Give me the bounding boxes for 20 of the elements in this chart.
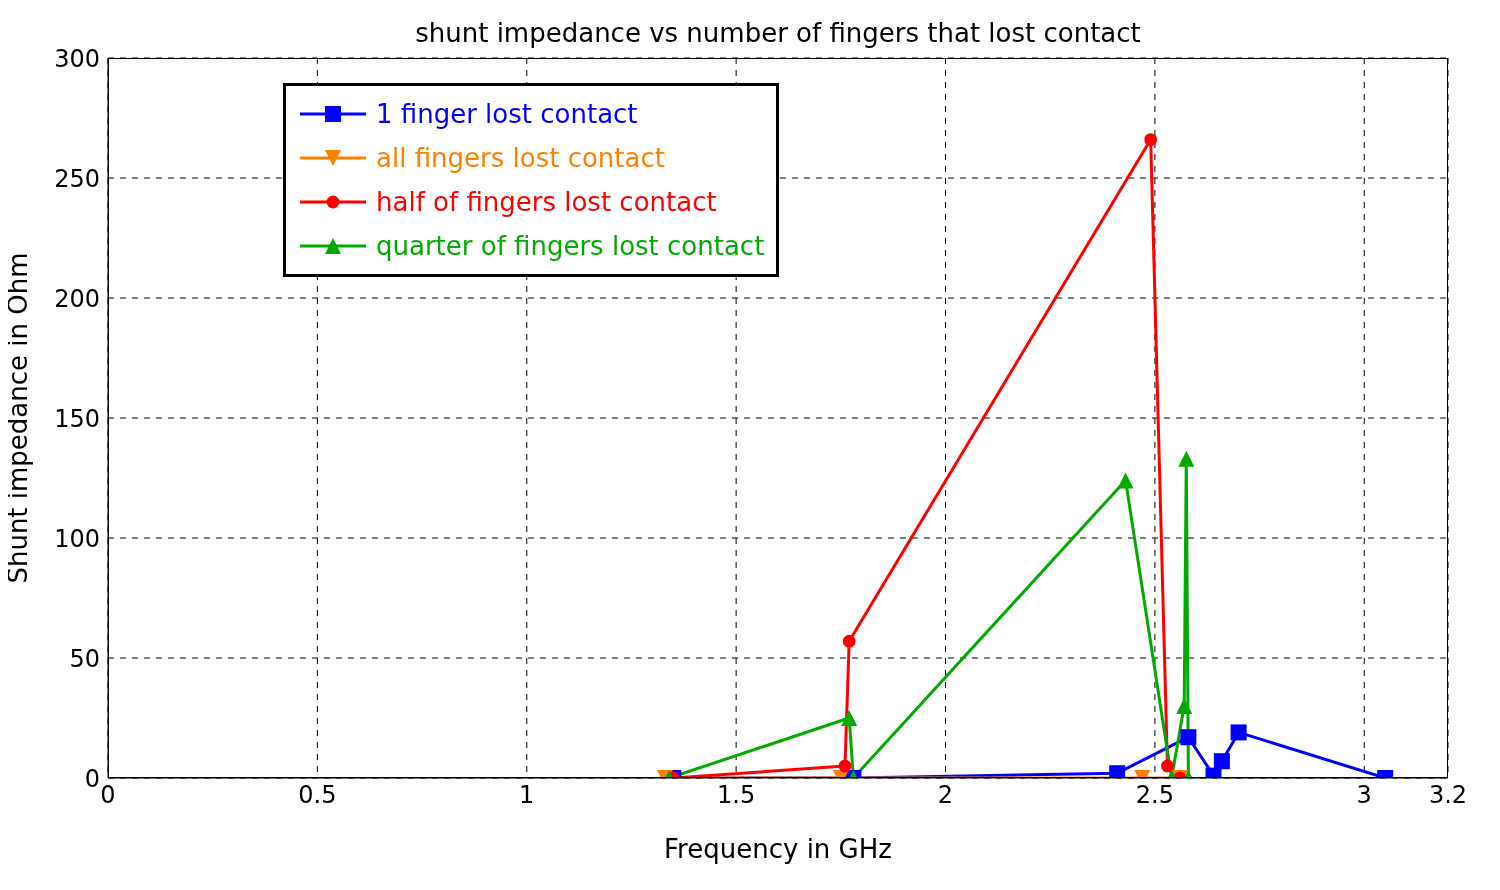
y-tick-label: 50 <box>69 644 100 673</box>
x-tick-label: 2 <box>937 781 954 810</box>
y-tick-label: 300 <box>54 44 100 73</box>
x-axis-title: Frequency in GHz <box>664 834 892 864</box>
x-tick-label: 1.5 <box>717 781 756 810</box>
legend-label: half of fingers lost contact <box>376 187 717 217</box>
y-tick-label: 150 <box>54 404 100 433</box>
chart-title: shunt impedance vs number of fingers that lost contact <box>414 18 1142 48</box>
x-tick-label: 3 <box>1356 781 1372 810</box>
x-tick-label: 1 <box>519 781 535 810</box>
legend-label: quarter of fingers lost contact <box>376 231 765 261</box>
x-tick-label: 0.5 <box>298 781 337 810</box>
y-tick-label: 100 <box>54 524 100 553</box>
y-tick-label: 250 <box>54 164 100 193</box>
y-axis-title: Shunt impedance in Ohm <box>3 252 34 584</box>
y-tick-label: 200 <box>54 284 100 313</box>
legend-label: 1 finger lost contact <box>376 99 638 129</box>
x-tick-label: 2.5 <box>1135 781 1174 810</box>
legend-label: all fingers lost contact <box>376 143 665 173</box>
x-tick-label: 3.2 <box>1428 781 1468 810</box>
